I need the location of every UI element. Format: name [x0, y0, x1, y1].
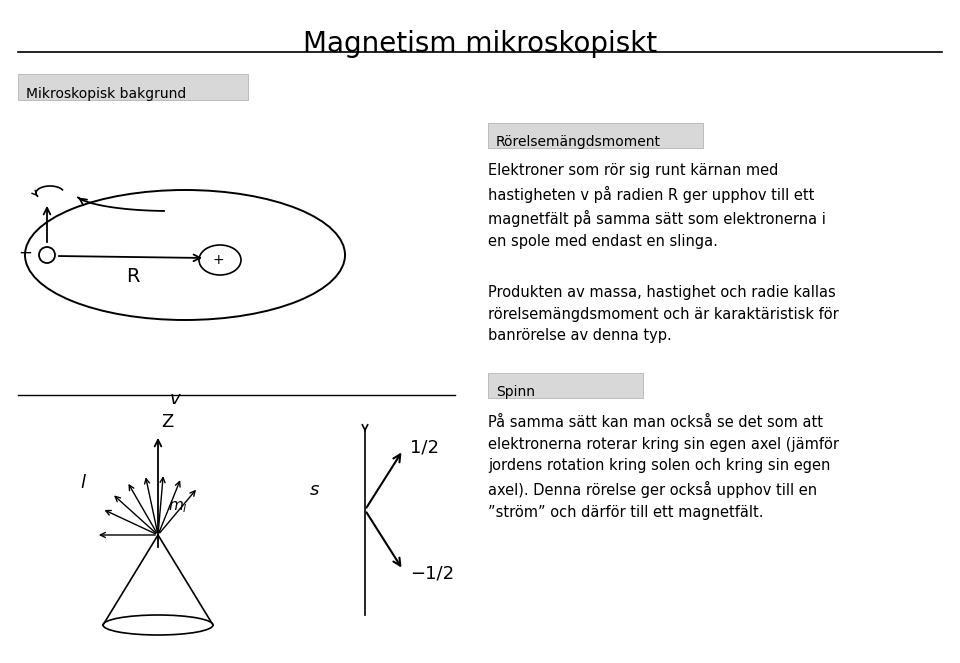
Text: −1/2: −1/2	[410, 564, 454, 582]
Text: s: s	[310, 481, 320, 499]
Text: l: l	[80, 474, 85, 492]
Text: −: −	[18, 244, 32, 262]
FancyBboxPatch shape	[488, 373, 643, 398]
Text: Rörelsemängdsmoment: Rörelsemängdsmoment	[496, 135, 661, 149]
Text: Z: Z	[161, 413, 173, 431]
FancyBboxPatch shape	[488, 123, 703, 148]
Text: +: +	[212, 253, 224, 267]
Text: 1/2: 1/2	[410, 438, 439, 456]
Ellipse shape	[199, 245, 241, 275]
Text: Elektroner som rör sig runt kärnan med
hastigheten v på radien R ger upphov till: Elektroner som rör sig runt kärnan med h…	[488, 163, 826, 249]
Text: Magnetism mikroskopiskt: Magnetism mikroskopiskt	[303, 30, 657, 58]
Text: R: R	[127, 267, 140, 286]
Circle shape	[39, 247, 55, 263]
Text: Produkten av massa, hastighet och radie kallas
rörelsemängdsmoment och är karakt: Produkten av massa, hastighet och radie …	[488, 285, 839, 343]
Text: v: v	[170, 390, 180, 408]
FancyBboxPatch shape	[18, 74, 248, 100]
Text: På samma sätt kan man också se det som att
elektronerna roterar kring sin egen a: På samma sätt kan man också se det som a…	[488, 415, 839, 520]
Text: Mikroskopisk bakgrund: Mikroskopisk bakgrund	[26, 87, 186, 101]
Text: Spinn: Spinn	[496, 385, 535, 399]
Text: $m_l$: $m_l$	[168, 499, 188, 515]
